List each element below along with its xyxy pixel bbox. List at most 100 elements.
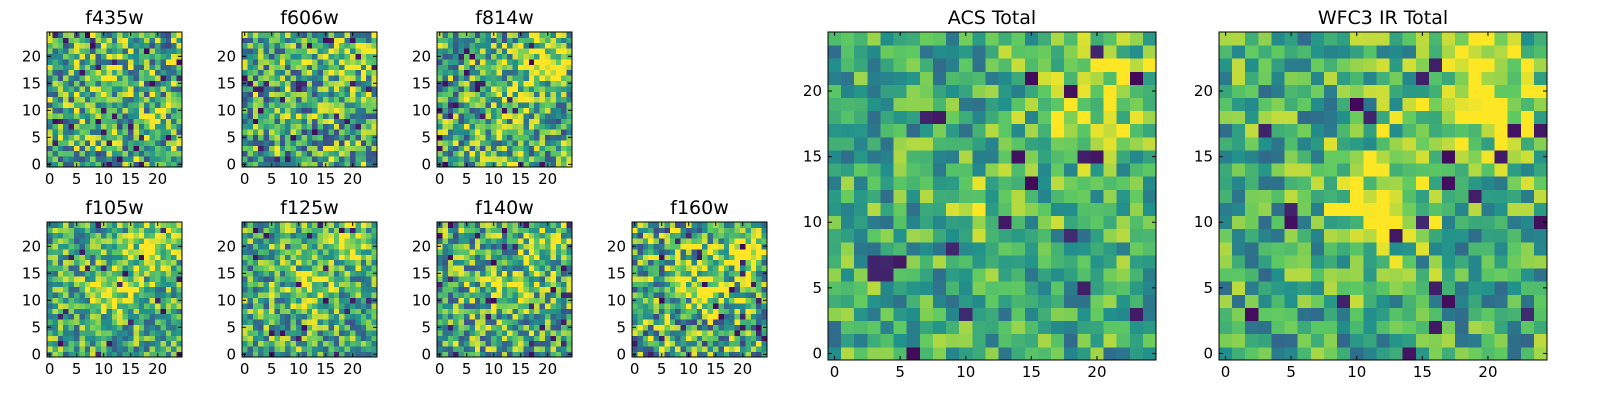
heatmap-cell — [555, 69, 562, 76]
heatmap-cell — [328, 297, 335, 304]
heatmap-cell — [528, 150, 535, 157]
heatmap-cell — [171, 232, 177, 239]
heatmap-cell — [469, 145, 476, 152]
heatmap-cell — [57, 313, 64, 320]
heatmap-cell — [664, 222, 671, 228]
heatmap-cell — [101, 249, 107, 255]
heatmap-cell — [328, 335, 335, 342]
heatmap-cell — [165, 297, 172, 304]
heatmap-cell — [57, 222, 64, 228]
heatmap-cell — [501, 313, 508, 320]
heatmap-cell — [442, 59, 449, 65]
heatmap-cell — [339, 32, 345, 38]
heatmap-cell — [52, 254, 59, 261]
heatmap-cell — [723, 286, 730, 293]
heatmap-cell — [52, 123, 59, 130]
heatmap-cell — [133, 222, 140, 228]
heatmap-cell — [1142, 268, 1157, 282]
heatmap-cell — [274, 222, 281, 228]
heatmap-cell — [160, 286, 167, 293]
heatmap-cell — [301, 346, 308, 352]
heatmap-cell — [464, 86, 470, 92]
heatmap-cell — [52, 308, 59, 315]
heatmap-cell — [128, 292, 134, 298]
heatmap-cell — [867, 150, 881, 164]
heatmap-cell — [854, 320, 868, 335]
heatmap-cell — [566, 156, 573, 162]
heatmap-cell — [122, 259, 129, 266]
heatmap-cell — [491, 249, 497, 255]
heatmap-cell — [496, 286, 503, 293]
heatmap-cell — [144, 59, 150, 65]
heatmap-cell — [664, 319, 671, 325]
heatmap-cell — [317, 150, 324, 157]
heatmap-cell — [442, 297, 449, 304]
heatmap-cell — [95, 150, 102, 157]
heatmap-cell — [1051, 346, 1065, 361]
heatmap-cell — [566, 227, 573, 234]
heatmap-cell — [539, 161, 546, 168]
heatmap-cell — [128, 37, 134, 44]
heatmap-cell — [279, 259, 286, 266]
heatmap-cell — [344, 346, 351, 352]
heatmap-cell — [90, 32, 96, 38]
heatmap-cell — [545, 123, 551, 130]
heatmap-cell — [756, 303, 762, 309]
heatmap-cell — [972, 215, 986, 230]
heatmap-cell — [242, 335, 248, 342]
heatmap-cell — [653, 232, 660, 239]
heatmap-cell — [696, 281, 703, 288]
heatmap-cell — [664, 351, 671, 358]
heatmap-cell — [165, 140, 172, 146]
heatmap-cell — [561, 232, 567, 239]
heatmap-cell — [959, 333, 973, 348]
heatmap-cell — [263, 346, 270, 352]
heatmap-cell — [669, 340, 676, 347]
heatmap-cell — [729, 324, 735, 331]
heatmap-cell — [247, 48, 254, 54]
heatmap-cell — [512, 335, 519, 342]
heatmap-cell — [539, 75, 546, 81]
heatmap-cell — [841, 281, 855, 295]
heatmap-cell — [642, 281, 649, 288]
heatmap-cell — [550, 276, 557, 282]
heatmap-cell — [90, 351, 96, 358]
heatmap-cell — [57, 319, 64, 325]
heatmap-cell — [528, 42, 535, 49]
heatmap-cell — [469, 270, 476, 277]
heatmap-cell — [1064, 320, 1078, 335]
heatmap-cell — [550, 96, 557, 103]
heatmap-cell — [691, 276, 698, 282]
heatmap-cell — [729, 227, 735, 234]
heatmap-cell — [680, 286, 687, 293]
heatmap-cell — [447, 281, 454, 288]
heatmap-cell — [344, 107, 351, 114]
heatmap-cell — [106, 48, 113, 54]
heatmap-cell — [63, 222, 69, 228]
heatmap-cell — [317, 324, 324, 331]
panel-title: f140w — [475, 197, 534, 219]
heatmap-cell — [160, 134, 167, 141]
heatmap-cell — [171, 102, 177, 108]
heatmap-cell — [344, 281, 351, 288]
heatmap-cell — [512, 227, 519, 234]
heatmap-cell — [458, 254, 465, 261]
heatmap-cell — [854, 215, 868, 230]
heatmap-cell — [534, 42, 540, 49]
heatmap-cell — [669, 335, 676, 342]
heatmap-cell — [437, 96, 443, 103]
x-tick-label: 5 — [657, 360, 667, 378]
heatmap-cell — [95, 113, 102, 119]
heatmap-cell — [301, 227, 308, 234]
heatmap-cell — [84, 351, 91, 358]
heatmap-cell — [366, 113, 372, 119]
heatmap-cell — [734, 297, 741, 304]
heatmap-cell — [841, 307, 855, 322]
heatmap-cell — [57, 270, 64, 277]
heatmap-cell — [1116, 189, 1131, 203]
heatmap-cell — [111, 150, 118, 157]
heatmap-cell — [854, 255, 868, 269]
heatmap-cell — [534, 227, 540, 234]
heatmap-cell — [566, 113, 573, 119]
